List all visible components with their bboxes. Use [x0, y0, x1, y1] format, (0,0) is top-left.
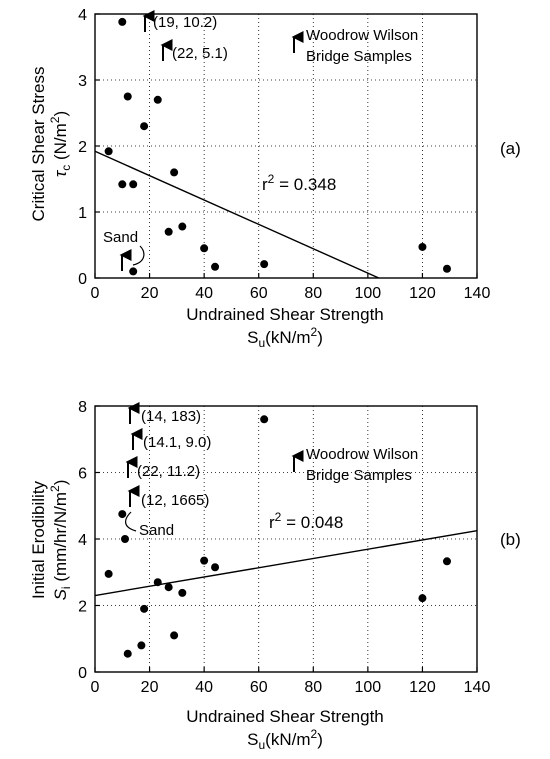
data-point [211, 262, 220, 271]
plot-frame-a [94, 13, 478, 279]
data-point [153, 95, 162, 104]
y-tick-label: 4 [78, 7, 87, 24]
data-point [200, 556, 209, 565]
chart-a: 0 20 40 60 80 100 120 140 0 1 2 3 4 (19, 10.2) (22, … [29, 7, 521, 350]
x-axis-label-b: Undrained Shear Strength [186, 707, 384, 726]
x-tick-label: 60 [250, 679, 268, 696]
data-point [137, 641, 146, 650]
data-point [178, 222, 187, 231]
r-squared-a: r2 = 0.348 [262, 172, 336, 194]
x-tick-label: 120 [409, 285, 436, 302]
svg-text:τc (N/m2): τc (N/m2) [48, 111, 73, 177]
data-point [178, 588, 187, 597]
sand-label-a: Sand [103, 229, 138, 246]
legend-line2-a: Bridge Samples [306, 48, 412, 65]
data-point [118, 180, 127, 189]
x-tick-label: 0 [91, 285, 100, 302]
svg-text:Critical Shear Stress: Critical Shear Stress [29, 67, 48, 222]
ticks-b: 0 20 40 60 80 100 120 140 0 2 4 6 8 [78, 399, 490, 696]
data-point [200, 244, 209, 253]
x-tick-label: 80 [304, 679, 322, 696]
offscale-label-b-2: (14.1, 9.0) [143, 434, 211, 451]
offscale-label-b-3: (22, 11.2) [137, 463, 200, 480]
offscale-label-a-1: (19, 10.2) [153, 14, 217, 31]
x-axis-label-a: Undrained Shear Strength [186, 305, 384, 324]
data-point [153, 578, 162, 587]
data-point [260, 260, 269, 269]
x-tick-label: 0 [91, 679, 100, 696]
y-tick-label: 0 [78, 665, 87, 682]
data-point [164, 227, 173, 236]
fit-line-b [94, 529, 478, 597]
y-tick-label: 4 [78, 532, 87, 549]
data-point [442, 557, 451, 566]
chart-b: 0 20 40 60 80 100 120 140 0 2 4 6 8 (14, 183) (14.1,… [29, 399, 521, 752]
offscale-label-b-4: (12, 1665) [141, 492, 209, 509]
x-tick-label: 40 [195, 679, 213, 696]
legend-line2-b: Bridge Samples [306, 467, 412, 484]
data-point [123, 92, 132, 101]
data-point [442, 264, 451, 273]
x-axis-unit-b: Su(kN/m2) [247, 727, 323, 752]
data-point [164, 583, 173, 592]
data-points-b [104, 415, 451, 658]
data-point [118, 17, 127, 26]
plot-frame-b [94, 405, 478, 673]
y-tick-label: 2 [78, 139, 87, 156]
x-tick-label: 20 [141, 679, 159, 696]
y-tick-label: 3 [78, 73, 87, 90]
svg-text:Initial Erodibility: Initial Erodibility [29, 480, 48, 599]
y-tick-label: 0 [78, 271, 87, 288]
x-tick-label: 60 [250, 285, 268, 302]
sand-pointer-a [132, 245, 145, 266]
x-tick-label: 100 [355, 679, 382, 696]
y-tick-label: 6 [78, 466, 87, 483]
y-axis-label-b: Initial Erodibility Si (mm/hr/N/m2) [29, 480, 73, 601]
data-point [118, 510, 127, 519]
sand-label-b: Sand [139, 522, 174, 539]
data-point [140, 604, 149, 613]
legend-line1-a: Woodrow Wilson [306, 27, 418, 44]
x-tick-label: 40 [195, 285, 213, 302]
panel-label-b: (b) [500, 530, 521, 549]
y-tick-label: 1 [78, 205, 87, 222]
x-tick-label: 100 [355, 285, 382, 302]
data-point [170, 631, 179, 640]
svg-text:Si (mm/hr/N/m2): Si (mm/hr/N/m2) [48, 480, 73, 601]
r-squared-b: r2 = 0.048 [269, 510, 343, 532]
y-tick-label: 8 [78, 399, 87, 416]
data-point [104, 569, 113, 578]
x-tick-label: 20 [141, 285, 159, 302]
x-axis-unit-a: Su(kN/m2) [247, 325, 323, 350]
legend-line1-b: Woodrow Wilson [306, 446, 418, 463]
grid-b [95, 406, 477, 672]
data-points-a [104, 17, 451, 276]
offscale-label-a-2: (22, 5.1) [172, 45, 228, 62]
sand-pointer-b [125, 511, 137, 532]
y-tick-label: 2 [78, 599, 87, 616]
data-point [211, 563, 220, 572]
data-point [104, 147, 113, 156]
data-point [121, 535, 130, 543]
data-point [140, 122, 149, 131]
data-point [129, 267, 138, 276]
panel-label-a: (a) [500, 139, 521, 158]
x-tick-label: 140 [464, 285, 491, 302]
x-tick-label: 80 [304, 285, 322, 302]
grid-a [95, 14, 477, 278]
data-point [418, 242, 427, 251]
ticks-a: 0 20 40 60 80 100 120 140 0 1 2 3 4 [78, 7, 490, 302]
data-point [129, 180, 138, 189]
data-point [170, 168, 179, 177]
x-tick-label: 140 [464, 679, 491, 696]
x-tick-label: 120 [409, 679, 436, 696]
data-point [418, 594, 427, 603]
y-axis-label-a: Critical Shear Stress τc (N/m2) [29, 67, 73, 222]
fit-line-a [94, 150, 380, 279]
offscale-label-b-1: (14, 183) [141, 408, 201, 425]
data-point [123, 649, 132, 658]
data-point [260, 415, 269, 424]
